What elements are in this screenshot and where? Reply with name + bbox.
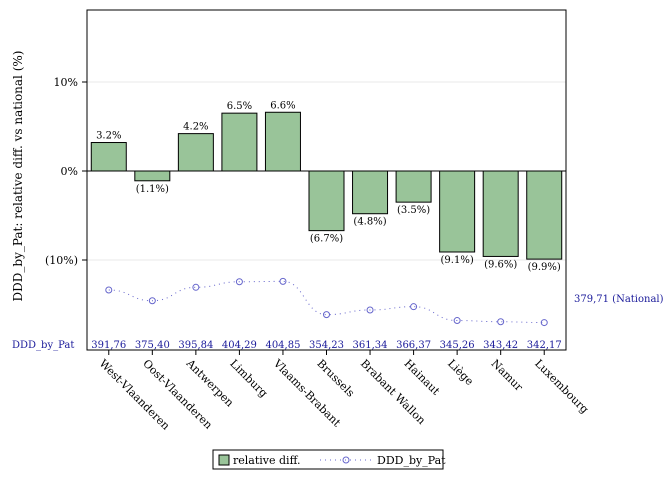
ddd-value: 343,42 xyxy=(483,340,518,351)
category-label: Luxembourg xyxy=(532,357,591,416)
bar-value-label: (4.8%) xyxy=(353,217,386,228)
bar-value-label: (9.6%) xyxy=(484,259,517,270)
category-label: Brussels xyxy=(314,357,357,400)
category-label: Liège xyxy=(445,357,476,388)
bar xyxy=(308,170,345,232)
ddd-point xyxy=(323,311,330,319)
ddd-values-row: 391,76 375,40 395,84 404,29 404,85 354,23 361,… xyxy=(91,340,561,351)
ddd-value: 391,76 xyxy=(91,340,126,351)
ddd-point xyxy=(366,306,374,314)
ddd-point xyxy=(410,303,418,311)
bar xyxy=(352,170,389,215)
bar-value-label: 4.2% xyxy=(183,122,208,133)
y-ticks: 10% 0% (10%) xyxy=(45,76,87,267)
ddd-row-title: DDD_by_Pat xyxy=(12,340,74,351)
ddd-point xyxy=(105,286,113,294)
national-reference-label: 379,71 (National) xyxy=(574,294,664,305)
bar xyxy=(395,170,432,203)
ddd-point xyxy=(540,319,548,327)
y-tick-label: (10%) xyxy=(45,254,78,267)
bar xyxy=(439,170,476,253)
category-labels: West-VlaanderenOost-VlaanderenAntwerpenL… xyxy=(97,350,591,433)
ddd-value: 366,37 xyxy=(396,340,431,351)
legend-box xyxy=(212,449,444,470)
bar xyxy=(526,170,563,260)
gridlines xyxy=(87,81,566,261)
ddd-value: 345,26 xyxy=(440,340,475,351)
legend-swatch-bar xyxy=(218,454,230,466)
legend-swatch-marker xyxy=(342,456,350,464)
bar-value-label: (1.1%) xyxy=(136,184,169,195)
ddd-point xyxy=(497,318,505,326)
bar-value-label: (9.9%) xyxy=(528,262,561,273)
y-tick-label: 10% xyxy=(54,76,78,89)
ddd-value: 404,85 xyxy=(265,340,300,351)
category-label: Namur xyxy=(489,357,526,394)
ddd-value: 404,29 xyxy=(222,340,257,351)
bar-value-label: (6.7%) xyxy=(310,234,343,245)
bar-value-label: (3.5%) xyxy=(397,205,430,216)
ddd-point xyxy=(453,317,461,325)
ddd-value: 342,17 xyxy=(527,340,562,351)
ddd-value: 375,40 xyxy=(135,340,170,351)
ddd-point xyxy=(235,278,243,286)
bar-value-label: (9.1%) xyxy=(441,255,474,266)
bar xyxy=(482,170,519,257)
bar xyxy=(221,112,258,172)
ddd-value: 395,84 xyxy=(178,340,213,351)
bar-value-label: 3.2% xyxy=(96,131,121,142)
bar-value-label: 6.6% xyxy=(270,100,295,111)
ddd-value: 354,23 xyxy=(309,340,344,351)
legend-label-ddd-by-pat: DDD_by_Pat xyxy=(377,454,446,467)
ddd-point xyxy=(192,283,200,291)
ddd-line xyxy=(108,280,545,324)
bars xyxy=(90,111,563,260)
y-tick-label: 0% xyxy=(61,165,78,178)
ddd-value: 361,34 xyxy=(353,340,388,351)
bar-labels: 3.2% (1.1%) 4.2% 6.5% 6.6% (6.7%) (4.8%) (3.5%)… xyxy=(96,100,561,273)
y-axis-label: DDD_by_Pat: relative diff. vs national (… xyxy=(11,51,25,302)
category-label: Hainaut xyxy=(401,357,442,398)
bar xyxy=(177,133,214,172)
ddd-line-series xyxy=(105,277,548,327)
bar xyxy=(264,111,301,172)
legend-label-relative-diff: relative diff. xyxy=(233,454,300,467)
ddd-point xyxy=(148,297,156,305)
category-label: Limburg xyxy=(227,357,270,400)
ddd-point xyxy=(279,277,287,285)
bar xyxy=(134,170,171,182)
bar xyxy=(90,142,127,172)
bar-value-label: 6.5% xyxy=(227,101,252,112)
legend: relative diff. DDD_by_Pat xyxy=(212,449,446,470)
